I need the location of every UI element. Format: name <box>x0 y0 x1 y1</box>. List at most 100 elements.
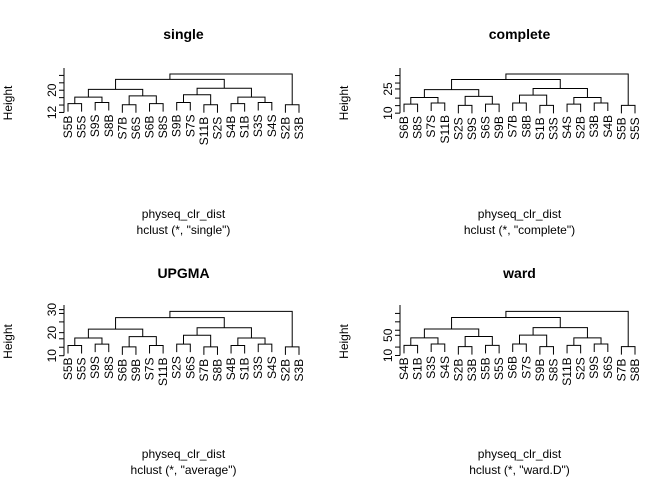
dendrogram-branch <box>203 104 218 113</box>
dendrogram-branch <box>87 88 144 98</box>
dendrogram-branch <box>457 104 473 114</box>
chart-title: single <box>163 26 204 42</box>
leaf-label: S8S <box>156 116 170 139</box>
dendrogram-branch <box>169 310 293 347</box>
dendrogram-branch <box>485 344 500 354</box>
leaf-label: S3S <box>424 356 438 379</box>
leaf-label: S3S <box>251 114 265 137</box>
dendrogram-branch <box>539 104 554 114</box>
leaf-label: S2S <box>210 117 224 140</box>
y-tick-label: 20 <box>45 326 59 340</box>
leaf-label: S7B <box>614 359 628 382</box>
leaf-label: S8S <box>411 116 425 139</box>
dendrogram-branch <box>230 344 246 354</box>
x-axis-label: physeq_clr_dist <box>142 207 226 221</box>
chart-title: ward <box>502 265 536 281</box>
leaf-label: S4B <box>224 116 238 139</box>
leaf-label: S6B <box>143 116 157 139</box>
y-axis-label: Height <box>337 323 351 358</box>
dendrogram-branch <box>512 102 527 111</box>
leaf-label: S9S <box>88 114 102 137</box>
dendrogram-branch <box>403 344 419 354</box>
leaf-label: S7S <box>183 114 197 137</box>
method-label: hclust (*, "single") <box>137 223 231 237</box>
dendrogram-branch <box>430 102 446 111</box>
leaf-label: S7B <box>115 117 129 140</box>
dendrogram-branch <box>485 103 500 113</box>
dendrogram-branch <box>512 343 527 353</box>
dendrogram-branch <box>149 103 164 112</box>
dendrogram-branch <box>566 344 582 354</box>
y-tick-label: 12 <box>45 105 59 119</box>
y-axis-label: Height <box>1 85 15 120</box>
dendrogram-branch <box>183 94 212 105</box>
dendrogram-branch <box>519 94 548 106</box>
leaf-label: S7S <box>143 357 157 380</box>
dendrogram-branch <box>532 87 588 98</box>
leaf-label: S2B <box>451 359 465 382</box>
leaf-label: S4S <box>265 114 279 137</box>
leaf-label: S2B <box>278 359 292 382</box>
leaf-label: S4B <box>601 115 615 138</box>
leaf-label: S9S <box>587 356 601 379</box>
y-axis-label: Height <box>337 85 351 120</box>
dendrogram-branch <box>230 103 246 112</box>
dendrogram-branch <box>573 337 602 346</box>
leaf-label: S9B <box>129 359 143 382</box>
dendrogram-branch <box>593 102 609 111</box>
leaf-label: S6S <box>183 356 197 379</box>
leaf-label: S5S <box>628 117 642 140</box>
x-axis-label: physeq_clr_dist <box>478 207 562 221</box>
leaf-label: S1B <box>411 357 425 380</box>
leaf-label: S9B <box>492 116 506 139</box>
leaf-label: S7S <box>519 356 533 379</box>
method-label: hclust (*, "ward.D") <box>469 463 570 477</box>
leaf-label: S8B <box>519 115 533 138</box>
y-tick-label: 50 <box>381 328 395 342</box>
dendrogram-branch <box>94 101 110 111</box>
dendrogram-branch <box>539 346 554 355</box>
method-label: hclust (*, "average") <box>131 463 237 477</box>
dendrogram-branch <box>203 346 218 355</box>
dendrogram-branch <box>149 344 164 354</box>
leaf-label: S4S <box>438 356 452 379</box>
leaf-label: S1B <box>238 357 252 380</box>
dendrogram-branch <box>94 343 110 353</box>
dendrogram-branch <box>519 334 548 347</box>
leaf-label: S4B <box>397 357 411 380</box>
dendrogram-branch <box>176 101 191 111</box>
dendrogram-branch <box>169 73 293 105</box>
leaf-label: S5B <box>61 116 75 139</box>
leaf-label: S11B <box>560 357 574 385</box>
leaf-label: S3S <box>251 356 265 379</box>
y-tick-label: 30 <box>45 303 59 317</box>
y-tick-label: 10 <box>381 106 395 120</box>
dendrogram-branch <box>573 96 602 105</box>
leaf-label: S4S <box>560 116 574 139</box>
dendrogram-branch <box>410 337 439 346</box>
leaf-label: S2S <box>170 356 184 379</box>
leaf-label: S9B <box>533 359 547 382</box>
y-tick-label: 10 <box>381 348 395 362</box>
dendrogram-branch <box>121 104 137 113</box>
y-axis-label: Height <box>1 323 15 358</box>
leaf-label: S1B <box>533 117 547 140</box>
leaf-label: S6S <box>601 356 615 379</box>
leaf-label: S8B <box>628 359 642 382</box>
dendrogram-branch <box>67 103 83 112</box>
leaf-label: S2S <box>451 117 465 140</box>
leaf-label: S2B <box>278 117 292 140</box>
leaf-label: S7B <box>506 115 520 138</box>
dendrogram-branch <box>67 344 83 354</box>
leaf-label: S3B <box>465 359 479 382</box>
leaf-label: S8B <box>210 359 224 382</box>
dendrogram-branch <box>176 343 191 353</box>
leaf-label: S6B <box>115 359 129 382</box>
leaf-label: S6B <box>506 356 520 379</box>
dendrogram-branch <box>430 343 446 353</box>
dendrogram-branch <box>505 73 629 106</box>
dendrogram-branch <box>74 96 103 104</box>
dendrogram-branch <box>121 346 137 355</box>
